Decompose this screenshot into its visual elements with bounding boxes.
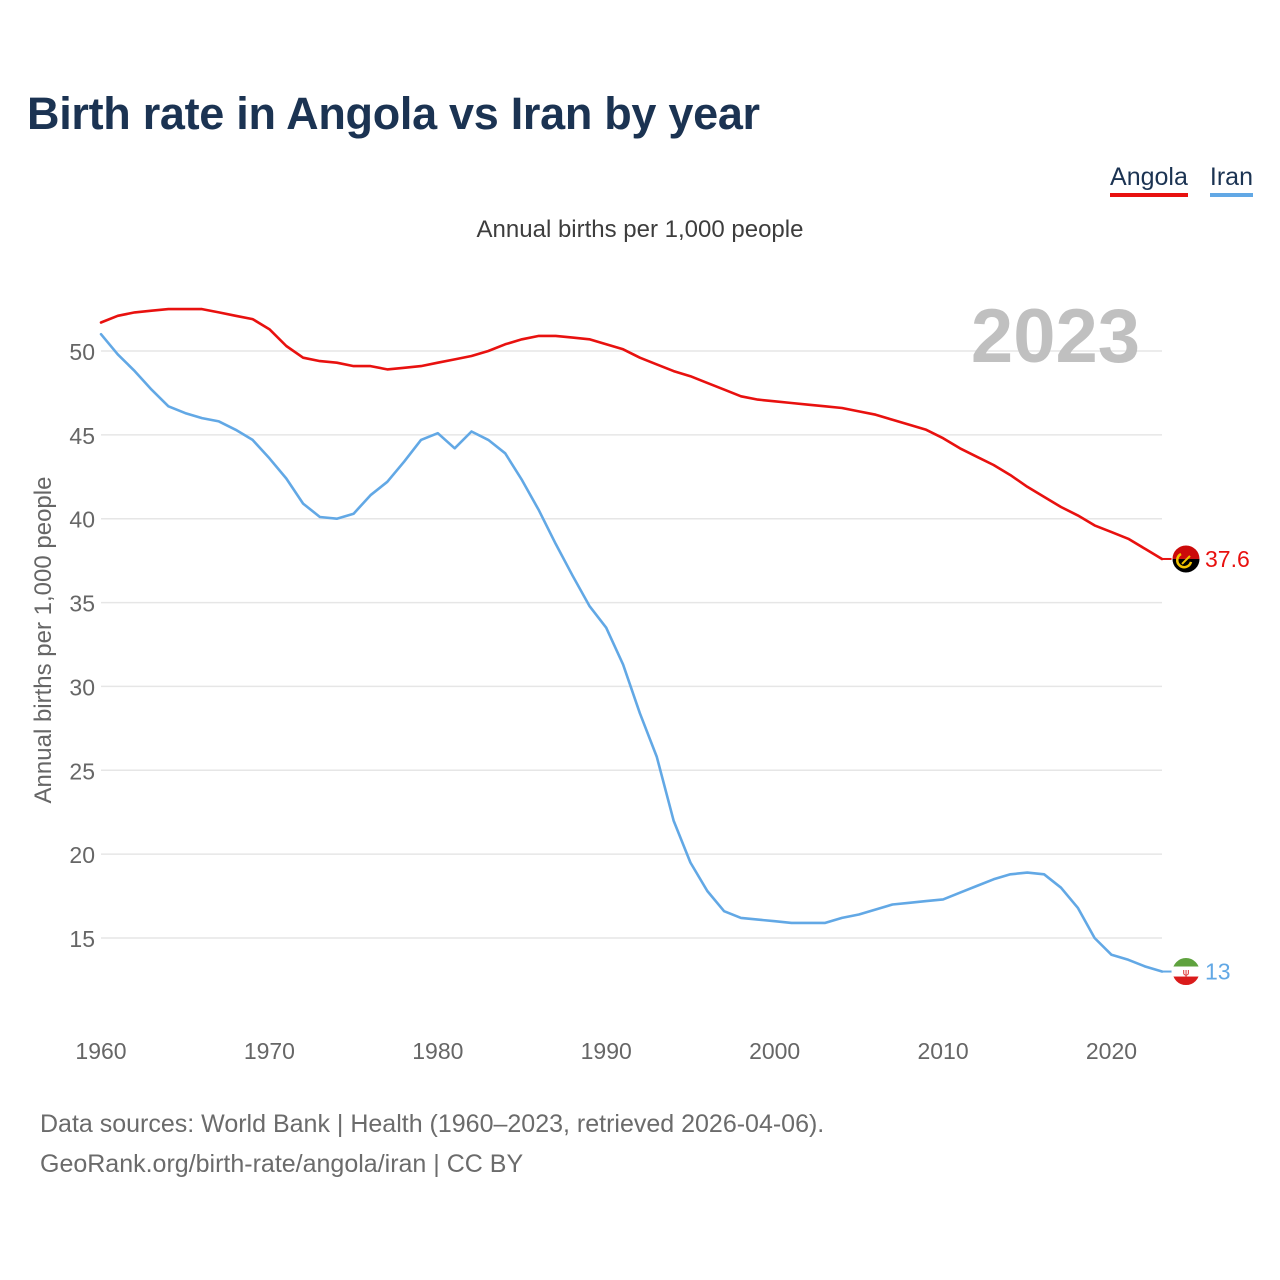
- y-tick-label: 40: [69, 507, 95, 533]
- x-tick-label: 2020: [1086, 1038, 1137, 1064]
- y-tick-label: 50: [69, 339, 95, 365]
- legend-iran[interactable]: Iran: [1209, 163, 1253, 197]
- source-url: GeoRank.org/birth-rate/angola/iran | CC …: [40, 1150, 524, 1178]
- end-value-label-angola: 37.6: [1205, 546, 1250, 572]
- y-tick-label: 20: [69, 842, 95, 868]
- y-tick-label: 25: [69, 758, 95, 784]
- x-tick-label: 1980: [412, 1038, 463, 1064]
- x-tick-label: 2000: [749, 1038, 800, 1064]
- y-tick-label: 30: [69, 674, 95, 700]
- flag-ring: [1171, 957, 1201, 987]
- y-tick-label: 45: [69, 423, 95, 449]
- series-line-iran: [99, 332, 1164, 973]
- y-axis-title: Annual births per 1,000 people: [30, 477, 57, 804]
- end-value-label-iran: 13: [1205, 959, 1231, 985]
- footer: Data sources: World Bank | Health (1960–…: [40, 1104, 824, 1184]
- data-source-note: Data sources: World Bank | Health (1960–…: [40, 1110, 825, 1138]
- y-tick-label: 35: [69, 591, 95, 617]
- chart-subtitle: Annual births per 1,000 people: [476, 216, 804, 243]
- legend: Angola Iran: [1110, 163, 1253, 197]
- series-line-angola: [99, 307, 1164, 561]
- iran-flag-icon: ψ: [1172, 957, 1200, 986]
- flag-ring: [1171, 544, 1201, 574]
- x-tick-label: 1990: [581, 1038, 632, 1064]
- legend-angola[interactable]: Angola: [1110, 163, 1188, 197]
- year-label: 2023: [971, 294, 1140, 379]
- x-tick-label: 2010: [917, 1038, 968, 1064]
- x-tick-label: 1970: [244, 1038, 295, 1064]
- angola-flag-icon: [1172, 544, 1200, 573]
- svg-text:ψ: ψ: [1183, 968, 1190, 979]
- chart-title: Birth rate in Angola vs Iran by year: [27, 88, 760, 139]
- y-tick-label: 15: [69, 926, 95, 952]
- x-tick-label: 1960: [75, 1038, 126, 1064]
